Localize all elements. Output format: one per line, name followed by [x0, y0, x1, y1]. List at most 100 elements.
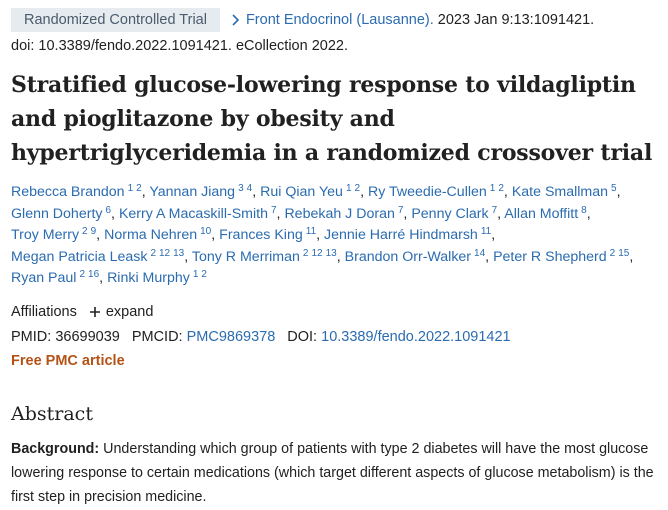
affiliation-ref[interactable]: 2: [136, 183, 142, 194]
affiliation-ref[interactable]: 1: [192, 269, 199, 280]
affiliation-ref[interactable]: 13: [325, 247, 337, 259]
journal-name[interactable]: Front Endocrinol (Lausanne).: [245, 12, 434, 28]
affiliation-ref[interactable]: 11: [305, 226, 317, 237]
article: Randomized Controlled Trial Front Endocr…: [0, 8, 668, 509]
doi-line: doi: 10.3389/fendo.2022.1091421. eCollec…: [11, 38, 349, 54]
author-name[interactable]: Rebekah J Doran: [284, 205, 395, 222]
affiliation-ref[interactable]: 14: [474, 247, 486, 259]
author: Megan Patricia Leask 2 12 13: [11, 247, 188, 265]
author-name[interactable]: Norma Nehren: [104, 227, 198, 243]
affiliation-ref[interactable]: 2: [354, 183, 361, 194]
affiliation-ref[interactable]: 2: [609, 247, 616, 259]
author-name[interactable]: Peter R Shepherd: [493, 248, 607, 265]
author-name[interactable]: Yannan Jiang: [149, 184, 236, 200]
affiliation-ref[interactable]: 10: [200, 226, 212, 237]
affiliation-ref[interactable]: 2: [82, 226, 88, 237]
affiliation-ref[interactable]: 1: [489, 183, 496, 194]
affiliation-ref[interactable]: 1: [345, 183, 352, 194]
affiliation-ref[interactable]: 2: [201, 269, 207, 280]
affiliation-ref[interactable]: 2: [498, 183, 504, 194]
author: Yannan Jiang 3 4: [149, 183, 256, 201]
abstract-heading: Abstract: [11, 402, 93, 425]
author-name[interactable]: Penny Clark: [411, 205, 489, 222]
identifiers: PMID: 36699039 PMCID: PMC9869378 DOI: 10.3…: [11, 327, 657, 347]
affiliation-ref[interactable]: 7: [397, 204, 404, 216]
author: Glenn Doherty 6: [11, 204, 115, 222]
affiliation-ref[interactable]: 2: [302, 247, 309, 259]
free-article: Free PMC article: [11, 352, 125, 369]
identifier-label: DOI:: [287, 328, 318, 345]
affiliation-ref[interactable]: 3: [238, 183, 244, 194]
affiliation-ref[interactable]: 12: [159, 247, 171, 259]
affiliation-ref[interactable]: 2: [79, 269, 86, 280]
author: Tony R Merriman 2 12 13: [191, 247, 341, 265]
author: Ryan Paul 2 16: [11, 269, 103, 287]
identifier-value[interactable]: 10.3389/fendo.2022.1091421: [321, 328, 511, 345]
author-name[interactable]: Jennie Harré Hindmarsh: [324, 227, 478, 243]
author: Jennie Harré Hindmarsh 11: [324, 226, 495, 244]
author: Rinki Murphy 1 2: [107, 269, 207, 287]
author: Rui Qian Yeu 1 2: [260, 183, 364, 201]
author: Peter R Shepherd 2 15: [493, 247, 633, 265]
article-title: Stratified glucose-lowering response to …: [11, 72, 653, 166]
body: Randomized Controlled Trial Front Endocr…: [0, 8, 668, 510]
author: Penny Clark 7: [411, 204, 501, 222]
author-name[interactable]: Rui Qian Yeu: [260, 184, 343, 200]
author: Frances King 11: [219, 226, 320, 244]
affiliation-ref[interactable]: 16: [88, 269, 100, 280]
author-name[interactable]: Kate Smallman: [511, 184, 609, 200]
author: Allan Moffitt 8: [504, 204, 590, 222]
author: Kerry A Macaskill-Smith 7: [118, 204, 281, 222]
affiliation-ref[interactable]: 5: [611, 183, 617, 194]
affiliation-ref[interactable]: 15: [618, 247, 630, 259]
author: Rebecca Brandon 1 2: [11, 183, 146, 201]
identifier: PMCID: PMC9869378: [132, 329, 275, 345]
affiliation-ref[interactable]: 12: [311, 247, 323, 259]
abstract-label: Background:: [11, 440, 100, 457]
affiliation-ref[interactable]: 9: [90, 226, 97, 237]
author-name[interactable]: Ry Tweedie-Cullen: [367, 184, 487, 200]
author-name[interactable]: Tony R Merriman: [191, 248, 300, 265]
author-name[interactable]: Megan Patricia Leask: [11, 248, 148, 265]
affiliation-ref[interactable]: 8: [581, 204, 587, 216]
author-name[interactable]: Frances King: [219, 227, 303, 243]
author: Rebekah J Doran 7: [284, 204, 407, 222]
author-name[interactable]: Kerry A Macaskill-Smith: [118, 205, 268, 222]
journal: Front Endocrinol (Lausanne). 2023 Jan 9:…: [230, 8, 594, 32]
abstract-body: Understanding which group of patients wi…: [11, 440, 654, 505]
affiliations: Affiliations expand: [11, 302, 657, 322]
publication-type[interactable]: Randomized Controlled Trial: [11, 8, 220, 32]
identifier-label: PMID:: [11, 328, 52, 345]
identifier: DOI: 10.3389/fendo.2022.1091421: [287, 329, 510, 345]
citation: 2023 Jan 9:13:1091421.: [437, 12, 595, 28]
affiliation-ref[interactable]: 7: [491, 204, 498, 216]
chevron-icon: [232, 14, 240, 26]
author-name[interactable]: Ryan Paul: [11, 270, 77, 286]
author: Norma Nehren 10: [104, 226, 215, 244]
abstract-text: Background: Understanding which group of…: [11, 437, 657, 509]
author-name[interactable]: Troy Merry: [11, 227, 80, 243]
affiliation-ref[interactable]: 6: [105, 204, 112, 216]
author-name[interactable]: Rinki Murphy: [107, 270, 190, 286]
expand-toggle[interactable]: expand: [89, 302, 154, 322]
affiliation-ref[interactable]: 13: [173, 247, 185, 259]
expand-label: expand: [105, 303, 154, 320]
author: Ry Tweedie-Cullen 1 2: [367, 183, 508, 201]
affiliations-label: Affiliations: [11, 303, 77, 320]
header-row: Randomized Controlled Trial Front Endocr…: [11, 8, 657, 32]
author-name[interactable]: Glenn Doherty: [11, 205, 103, 222]
author-name[interactable]: Brandon Orr-Walker: [344, 248, 472, 265]
plus-icon: [89, 306, 100, 317]
author: Kate Smallman 5: [511, 183, 621, 201]
affiliation-ref[interactable]: 4: [246, 183, 253, 194]
author-name[interactable]: Allan Moffitt: [504, 205, 579, 222]
affiliation-ref[interactable]: 2: [150, 247, 156, 259]
author-name[interactable]: Rebecca Brandon: [11, 184, 125, 200]
identifier-label: PMCID:: [131, 328, 183, 345]
affiliation-ref[interactable]: 7: [270, 204, 277, 216]
affiliation-ref[interactable]: 11: [480, 226, 492, 237]
affiliation-ref[interactable]: 1: [127, 183, 134, 194]
identifier-value[interactable]: PMC9869378: [186, 328, 276, 345]
